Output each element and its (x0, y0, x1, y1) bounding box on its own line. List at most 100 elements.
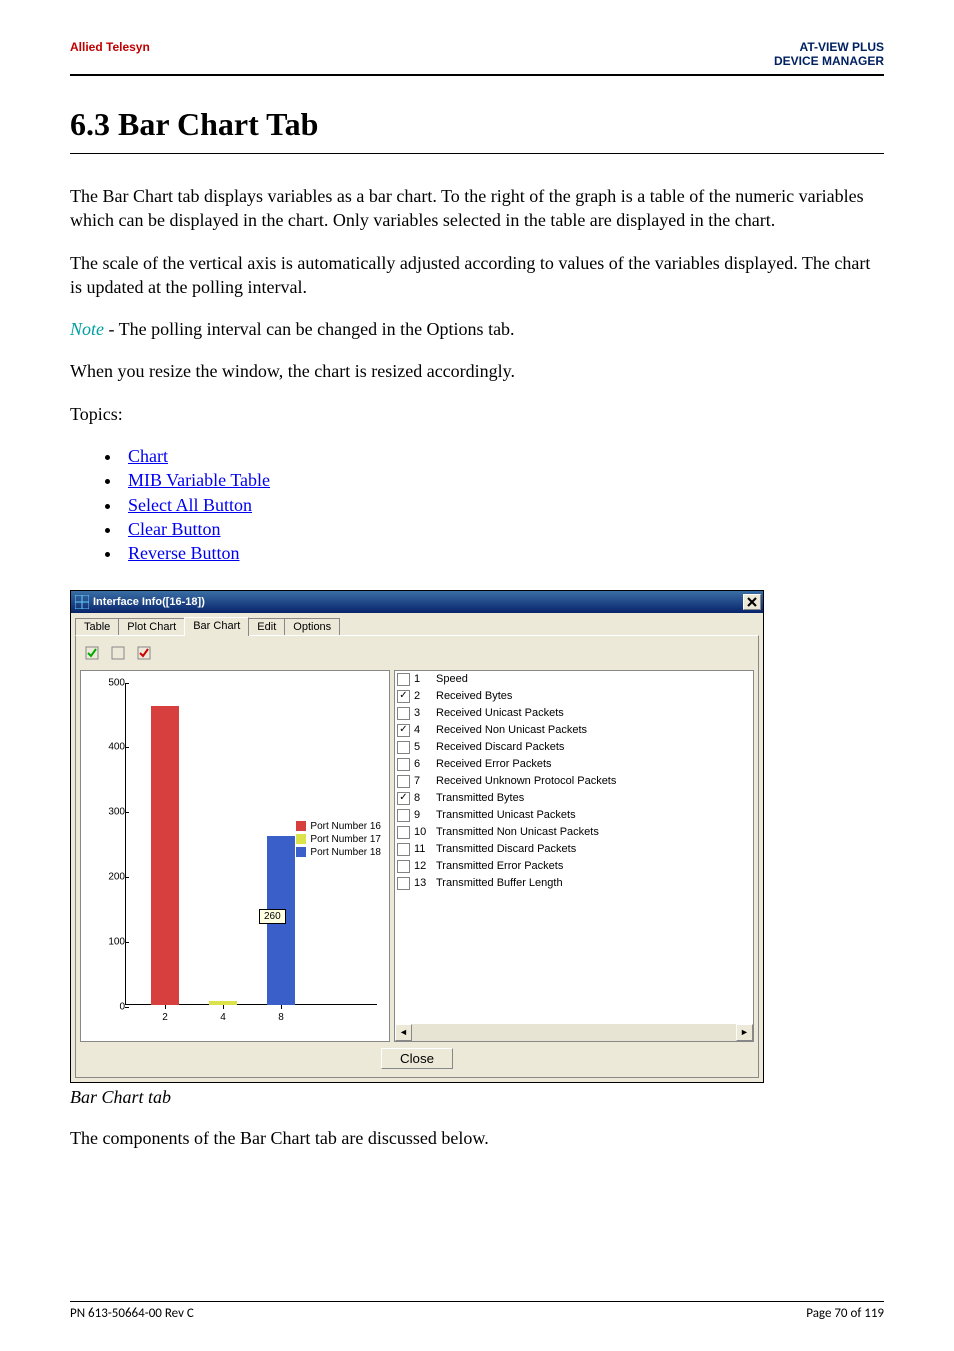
footer-left: PN 613-50664-00 Rev C (70, 1306, 194, 1321)
legend-label: Port Number 18 (310, 847, 381, 858)
section-title: 6.3 Bar Chart Tab (70, 106, 884, 143)
variable-number: 2 (414, 690, 432, 702)
variable-number: 7 (414, 775, 432, 787)
variable-row[interactable]: 7 Received Unknown Protocol Packets (395, 773, 753, 790)
variable-row[interactable]: 11Transmitted Discard Packets (395, 841, 753, 858)
topic-link-chart[interactable]: Chart (128, 446, 168, 466)
variable-label: Speed (436, 673, 751, 685)
toolbar-reverse-icon[interactable] (132, 642, 156, 664)
variable-row[interactable]: 5 Received Discard Packets (395, 739, 753, 756)
variable-checkbox[interactable]: ✓ (397, 690, 410, 703)
chart-legend: Port Number 16Port Number 17Port Number … (296, 821, 381, 860)
topic-link-select-all[interactable]: Select All Button (128, 495, 252, 515)
y-tick-label: 200 (95, 871, 125, 882)
variable-row[interactable]: 10 Transmitted Non Unicast Packets (395, 824, 753, 841)
scroll-right-icon[interactable]: ► (736, 1024, 753, 1041)
tab-body: 0100200300400500248260Port Number 16Port… (75, 635, 759, 1078)
topic-link-reverse[interactable]: Reverse Button (128, 543, 239, 563)
variable-checkbox[interactable] (397, 775, 410, 788)
variable-label: Transmitted Error Packets (436, 860, 751, 872)
variable-checkbox[interactable] (397, 860, 410, 873)
variable-checkbox[interactable]: ✓ (397, 724, 410, 737)
footer-right: Page 70 of 119 (806, 1306, 884, 1321)
variable-number: 9 (414, 809, 432, 821)
y-tick-label: 400 (95, 742, 125, 753)
variable-number: 4 (414, 724, 432, 736)
tab-table[interactable]: Table (75, 618, 119, 635)
variable-row[interactable]: 13 Transmitted Buffer Length (395, 875, 753, 892)
variable-checkbox[interactable] (397, 673, 410, 686)
variable-label: Transmitted Non Unicast Packets (436, 826, 751, 838)
paragraph-note: Note - The polling interval can be chang… (70, 317, 884, 341)
y-tick-label: 300 (95, 807, 125, 818)
tab-edit[interactable]: Edit (248, 618, 285, 635)
tabs-row: Table Plot Chart Bar Chart Edit Options (71, 613, 763, 635)
topic-item: Chart (122, 444, 884, 468)
bar (151, 706, 179, 1004)
topic-item: MIB Variable Table (122, 468, 884, 492)
tab-bar-chart[interactable]: Bar Chart (184, 617, 249, 636)
variable-row[interactable]: 12 Transmitted Error Packets (395, 858, 753, 875)
scroll-track[interactable] (412, 1024, 736, 1041)
variable-label: Received Discard Packets (436, 741, 751, 753)
toolbar-clear-icon[interactable] (106, 642, 130, 664)
variable-label: Transmitted Buffer Length (436, 877, 751, 889)
bar (209, 1001, 237, 1004)
x-tick-label: 8 (278, 1012, 284, 1023)
topic-item: Reverse Button (122, 541, 884, 565)
variable-checkbox[interactable] (397, 758, 410, 771)
variable-number: 12 (414, 860, 432, 872)
paragraph-3: When you resize the window, the chart is… (70, 359, 884, 383)
paragraph-2: The scale of the vertical axis is automa… (70, 251, 884, 300)
legend-swatch (296, 847, 306, 857)
variable-table: 1Speed ✓ 2 Received Bytes 3Received Unicast … (394, 670, 754, 1042)
variable-checkbox[interactable] (397, 741, 410, 754)
variable-number: 10 (414, 826, 432, 838)
variable-label: Transmitted Bytes (436, 792, 751, 804)
variable-checkbox[interactable] (397, 826, 410, 839)
variable-row[interactable]: 1Speed (395, 671, 753, 688)
variable-label: Received Bytes (436, 690, 751, 702)
tab-options[interactable]: Options (284, 618, 340, 635)
page-footer: PN 613-50664-00 Rev C Page 70 of 119 (70, 1301, 884, 1321)
scroll-left-icon[interactable]: ◄ (395, 1024, 412, 1041)
variable-row[interactable]: ✓ 4 Received Non Unicast Packets (395, 722, 753, 739)
variable-number: 5 (414, 741, 432, 753)
section-rule (70, 153, 884, 154)
variable-row[interactable]: ✓ 2 Received Bytes (395, 688, 753, 705)
variable-number: 11 (414, 843, 432, 855)
variable-row[interactable]: 3Received Unicast Packets (395, 705, 753, 722)
topics-heading: Topics: (70, 402, 884, 426)
close-icon[interactable] (743, 594, 761, 610)
topic-link-mib-variable-table[interactable]: MIB Variable Table (128, 470, 270, 490)
header-product: AT-VIEW PLUS DEVICE MANAGER (774, 40, 884, 68)
variable-label: Received Non Unicast Packets (436, 724, 751, 736)
titlebar[interactable]: Interface Info([16-18]) (71, 591, 763, 613)
window-title: Interface Info([16-18]) (93, 596, 205, 608)
variable-checkbox[interactable] (397, 707, 410, 720)
toolbar-select-all-icon[interactable] (80, 642, 104, 664)
legend-label: Port Number 16 (310, 821, 381, 832)
variable-number: 13 (414, 877, 432, 889)
variable-checkbox[interactable] (397, 877, 410, 890)
figure-caption: Bar Chart tab (70, 1087, 884, 1108)
x-tick-label: 2 (162, 1012, 168, 1023)
bar-tooltip: 260 (259, 909, 286, 924)
variable-row[interactable]: ✓8Transmitted Bytes (395, 790, 753, 807)
app-icon (75, 595, 89, 609)
variable-label: Received Unknown Protocol Packets (436, 775, 751, 787)
variable-checkbox[interactable]: ✓ (397, 792, 410, 805)
variable-row[interactable]: 6Received Error Packets (395, 756, 753, 773)
y-tick-label: 500 (95, 677, 125, 688)
variable-checkbox[interactable] (397, 843, 410, 856)
header-product-line2: DEVICE MANAGER (774, 54, 884, 68)
variable-row[interactable]: 9 Transmitted Unicast Packets (395, 807, 753, 824)
close-button[interactable]: Close (381, 1048, 453, 1069)
tab-plot-chart[interactable]: Plot Chart (118, 618, 185, 635)
horizontal-scrollbar[interactable]: ◄ ► (395, 1024, 753, 1041)
variable-checkbox[interactable] (397, 809, 410, 822)
variable-label: Transmitted Unicast Packets (436, 809, 751, 821)
paragraph-1: The Bar Chart tab displays variables as … (70, 184, 884, 233)
topic-link-clear[interactable]: Clear Button (128, 519, 221, 539)
header-brand: Allied Telesyn (70, 40, 150, 68)
